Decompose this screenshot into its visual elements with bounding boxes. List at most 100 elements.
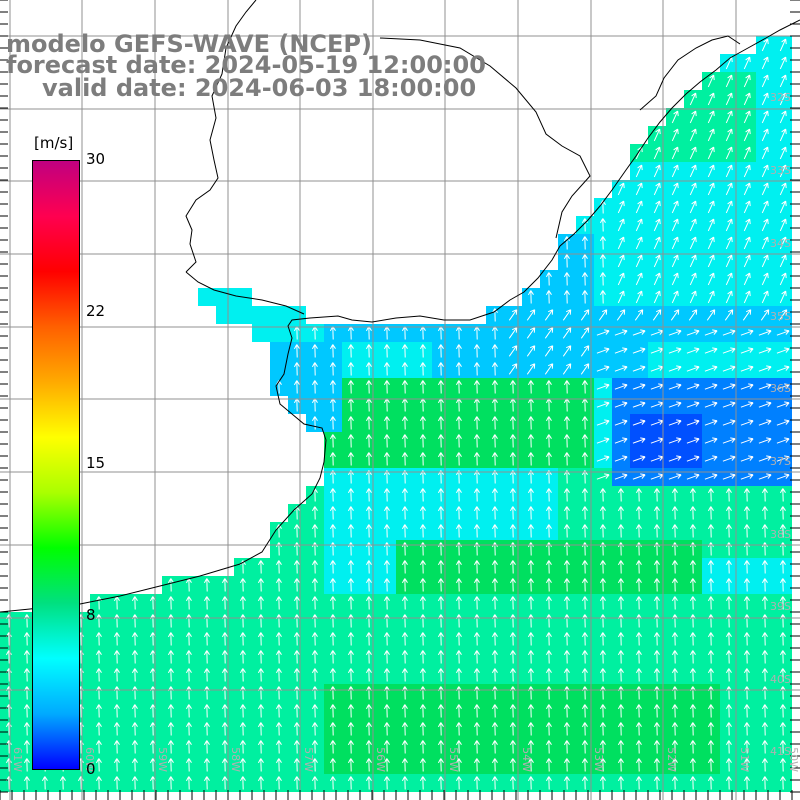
wind-arrow <box>671 668 678 682</box>
wind-arrow <box>722 329 736 336</box>
wind-arrow <box>329 722 336 736</box>
wind-arrow <box>23 776 30 790</box>
wind-arrow <box>707 110 715 124</box>
wind-arrow <box>401 650 408 664</box>
wind-arrow <box>581 668 588 682</box>
wind-arrow <box>707 740 714 754</box>
lon-label: 61W <box>11 747 24 772</box>
wind-arrow <box>221 596 228 610</box>
wind-arrow <box>473 650 480 664</box>
wind-arrow <box>761 218 769 232</box>
wind-arrow <box>653 182 661 196</box>
wind-arrow <box>707 182 715 196</box>
wind-arrow <box>419 578 426 592</box>
wind-arrow <box>526 363 536 375</box>
wind-arrow <box>740 419 754 426</box>
wind-arrow <box>419 470 426 484</box>
wind-arrow <box>761 488 768 502</box>
wind-arrow <box>221 704 228 718</box>
wind-arrow <box>239 668 246 682</box>
wind-arrow <box>491 380 498 394</box>
wind-arrow <box>776 419 790 426</box>
wind-arrow <box>545 650 552 664</box>
wind-arrow <box>437 560 444 574</box>
wind-arrow <box>455 650 462 664</box>
wind-arrow <box>527 722 534 736</box>
wind-arrow <box>365 776 372 790</box>
wind-arrow <box>758 401 772 408</box>
lat-label: 40S <box>770 673 791 686</box>
wind-arrow <box>779 488 786 502</box>
wind-arrow <box>95 758 102 772</box>
wind-arrow <box>580 345 590 357</box>
wind-arrow <box>632 383 646 390</box>
lon-label: 50W <box>787 747 800 772</box>
wind-arrow <box>185 650 192 664</box>
wind-arrow <box>779 596 786 610</box>
field-cell <box>252 306 270 324</box>
wind-arrow <box>632 365 646 372</box>
wind-arrow <box>653 758 660 772</box>
wind-arrow <box>203 758 210 772</box>
wind-arrow <box>779 758 786 772</box>
wind-arrow <box>113 704 120 718</box>
wind-arrow <box>635 218 643 232</box>
wind-arrow <box>707 524 714 538</box>
wind-speed-field <box>0 36 792 792</box>
wind-arrow <box>563 254 570 268</box>
wind-arrow <box>95 650 102 664</box>
wind-arrow <box>383 632 390 646</box>
wind-arrow <box>257 758 264 772</box>
wind-arrow <box>725 560 732 574</box>
wind-arrow <box>509 434 516 448</box>
wind-arrow <box>761 758 768 772</box>
wind-arrow <box>401 632 408 646</box>
wind-arrow <box>635 776 642 790</box>
wind-arrows <box>5 38 790 790</box>
wind-arrow <box>742 309 752 321</box>
wind-arrow <box>617 668 624 682</box>
wind-arrow <box>743 596 750 610</box>
wind-arrow <box>527 740 534 754</box>
wind-arrow <box>455 632 462 646</box>
wind-arrow <box>131 722 138 736</box>
wind-arrow <box>401 704 408 718</box>
wind-arrow <box>329 740 336 754</box>
wind-arrow <box>581 416 588 430</box>
wind-arrow <box>598 309 608 321</box>
wind-arrow <box>635 524 642 538</box>
wind-arrow <box>707 632 714 646</box>
wind-arrow <box>293 524 300 538</box>
wind-arrow <box>275 740 282 754</box>
wind-arrow <box>311 704 318 718</box>
wind-arrow <box>419 416 426 430</box>
wind-arrow <box>509 470 516 484</box>
wind-arrow <box>491 362 498 376</box>
colorbar-tick-0: 0 <box>86 760 96 778</box>
wind-arrow <box>761 164 769 178</box>
lagoon-path <box>639 35 741 111</box>
wind-arrow <box>455 524 462 538</box>
wind-arrow <box>401 722 408 736</box>
wind-arrow <box>776 473 790 480</box>
wind-arrow <box>706 309 716 321</box>
wind-arrow <box>599 236 606 250</box>
wind-arrow <box>779 182 787 196</box>
lon-label: 52W <box>665 747 678 772</box>
wind-arrow <box>131 632 138 646</box>
wind-arrow <box>257 722 264 736</box>
wind-arrow <box>563 740 570 754</box>
wind-arrow <box>743 200 751 214</box>
wind-arrow <box>401 470 408 484</box>
wind-arrow <box>455 596 462 610</box>
wind-arrow <box>671 632 678 646</box>
wind-arrow <box>761 668 768 682</box>
wind-arrow <box>113 632 120 646</box>
wind-arrow <box>437 758 444 772</box>
wind-arrow <box>365 416 372 430</box>
wind-arrow <box>509 506 516 520</box>
wind-arrow <box>652 309 662 321</box>
wind-arrow <box>526 345 536 357</box>
wind-arrow <box>704 401 718 408</box>
wind-arrow <box>725 578 732 592</box>
